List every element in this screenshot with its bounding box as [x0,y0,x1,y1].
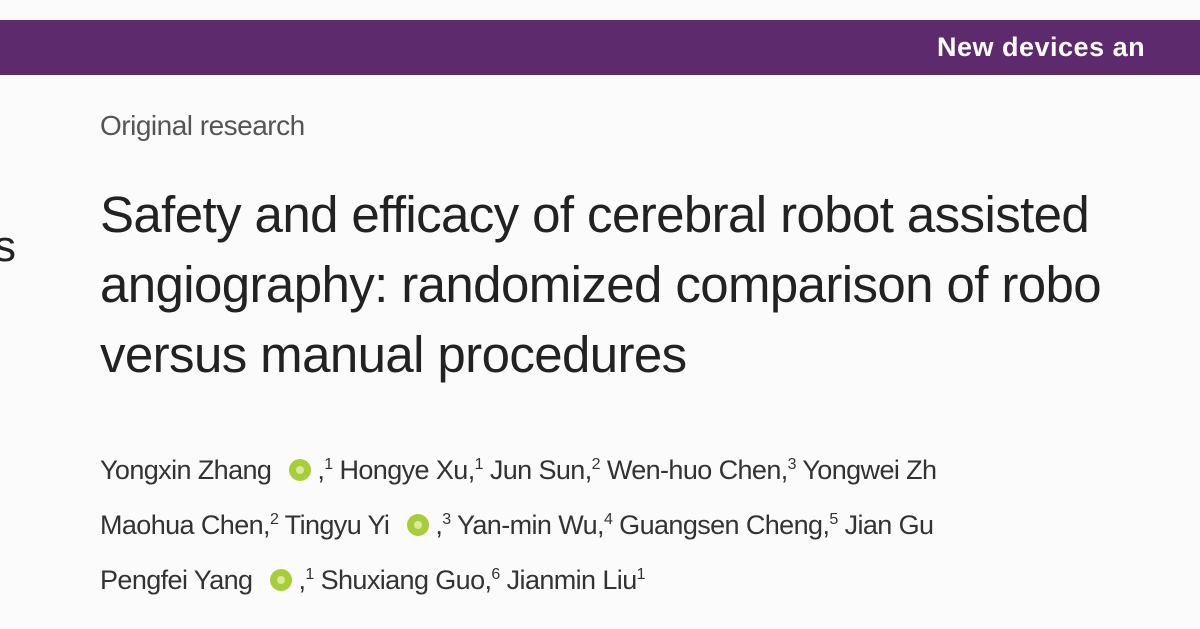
affiliation-mark: 2 [591,456,601,473]
author-line: Maohua Chen,2 Tingyu Yi ,3 Yan-min Wu,4 G… [100,495,1200,550]
author-name: Jun Sun [489,455,585,485]
banner-text: New devices an [937,32,1146,62]
author-name: Yongxin Zhang [100,455,272,485]
orcid-icon[interactable] [407,514,430,536]
author-name: Tingyu Yi [284,510,390,540]
author-name: Yan-min Wu [456,510,598,540]
orcid-icon[interactable] [289,459,312,481]
affiliation-mark: 1 [636,566,646,583]
separator: , [597,510,604,540]
affiliation-mark: 3 [442,511,451,528]
author-name: Maohua Chen [100,510,264,540]
title-line: versus manual procedures [100,326,687,383]
side-fragment: s [0,222,16,271]
affiliation-mark: 1 [324,456,333,473]
title-line: Safety and efficacy of cerebral robot as… [100,186,1090,243]
author-name: Jian Gu [844,510,934,540]
author-name: Shuxiang Guo [320,565,486,595]
separator: , [584,455,592,485]
title-line: angiography: randomized comparison of ro… [100,256,1102,313]
separator: , [484,565,492,595]
separator: , [780,455,788,485]
author-name: Guangsen Cheng [619,510,823,540]
separator: , [822,510,830,540]
author-name: Wen-huo Chen [606,455,782,485]
affiliation-mark: 6 [491,566,500,583]
affiliation-mark: 4 [603,511,613,528]
author-line: Yongxin Zhang ,1 Hongye Xu,1 Jun Sun,2 We… [100,440,1200,495]
affiliation-mark: 3 [787,456,797,473]
separator: , [467,455,475,485]
affiliation-mark: 1 [305,566,314,583]
orcid-icon[interactable] [270,569,293,591]
journal-banner: New devices an [0,20,1200,75]
affiliation-mark: 1 [474,456,484,473]
separator: , [435,510,443,540]
author-name: Pengfei Yang [100,565,253,595]
affiliation-mark: 2 [269,511,279,528]
separator: , [298,565,306,595]
affiliation-mark: 5 [829,511,838,528]
author-name: Yongwei Zh [802,455,937,485]
author-line: Pengfei Yang ,1 Shuxiang Guo,6 Jianmin Li… [100,550,1200,605]
separator: , [263,510,270,540]
author-name: Hongye Xu [339,455,468,485]
author-list: Yongxin Zhang ,1 Hongye Xu,1 Jun Sun,2 We… [100,440,1200,605]
author-name: Jianmin Liu [506,565,638,595]
article-type: Original research [100,110,305,141]
separator: , [317,455,325,485]
article-title: Safety and efficacy of cerebral robot as… [100,180,1200,390]
